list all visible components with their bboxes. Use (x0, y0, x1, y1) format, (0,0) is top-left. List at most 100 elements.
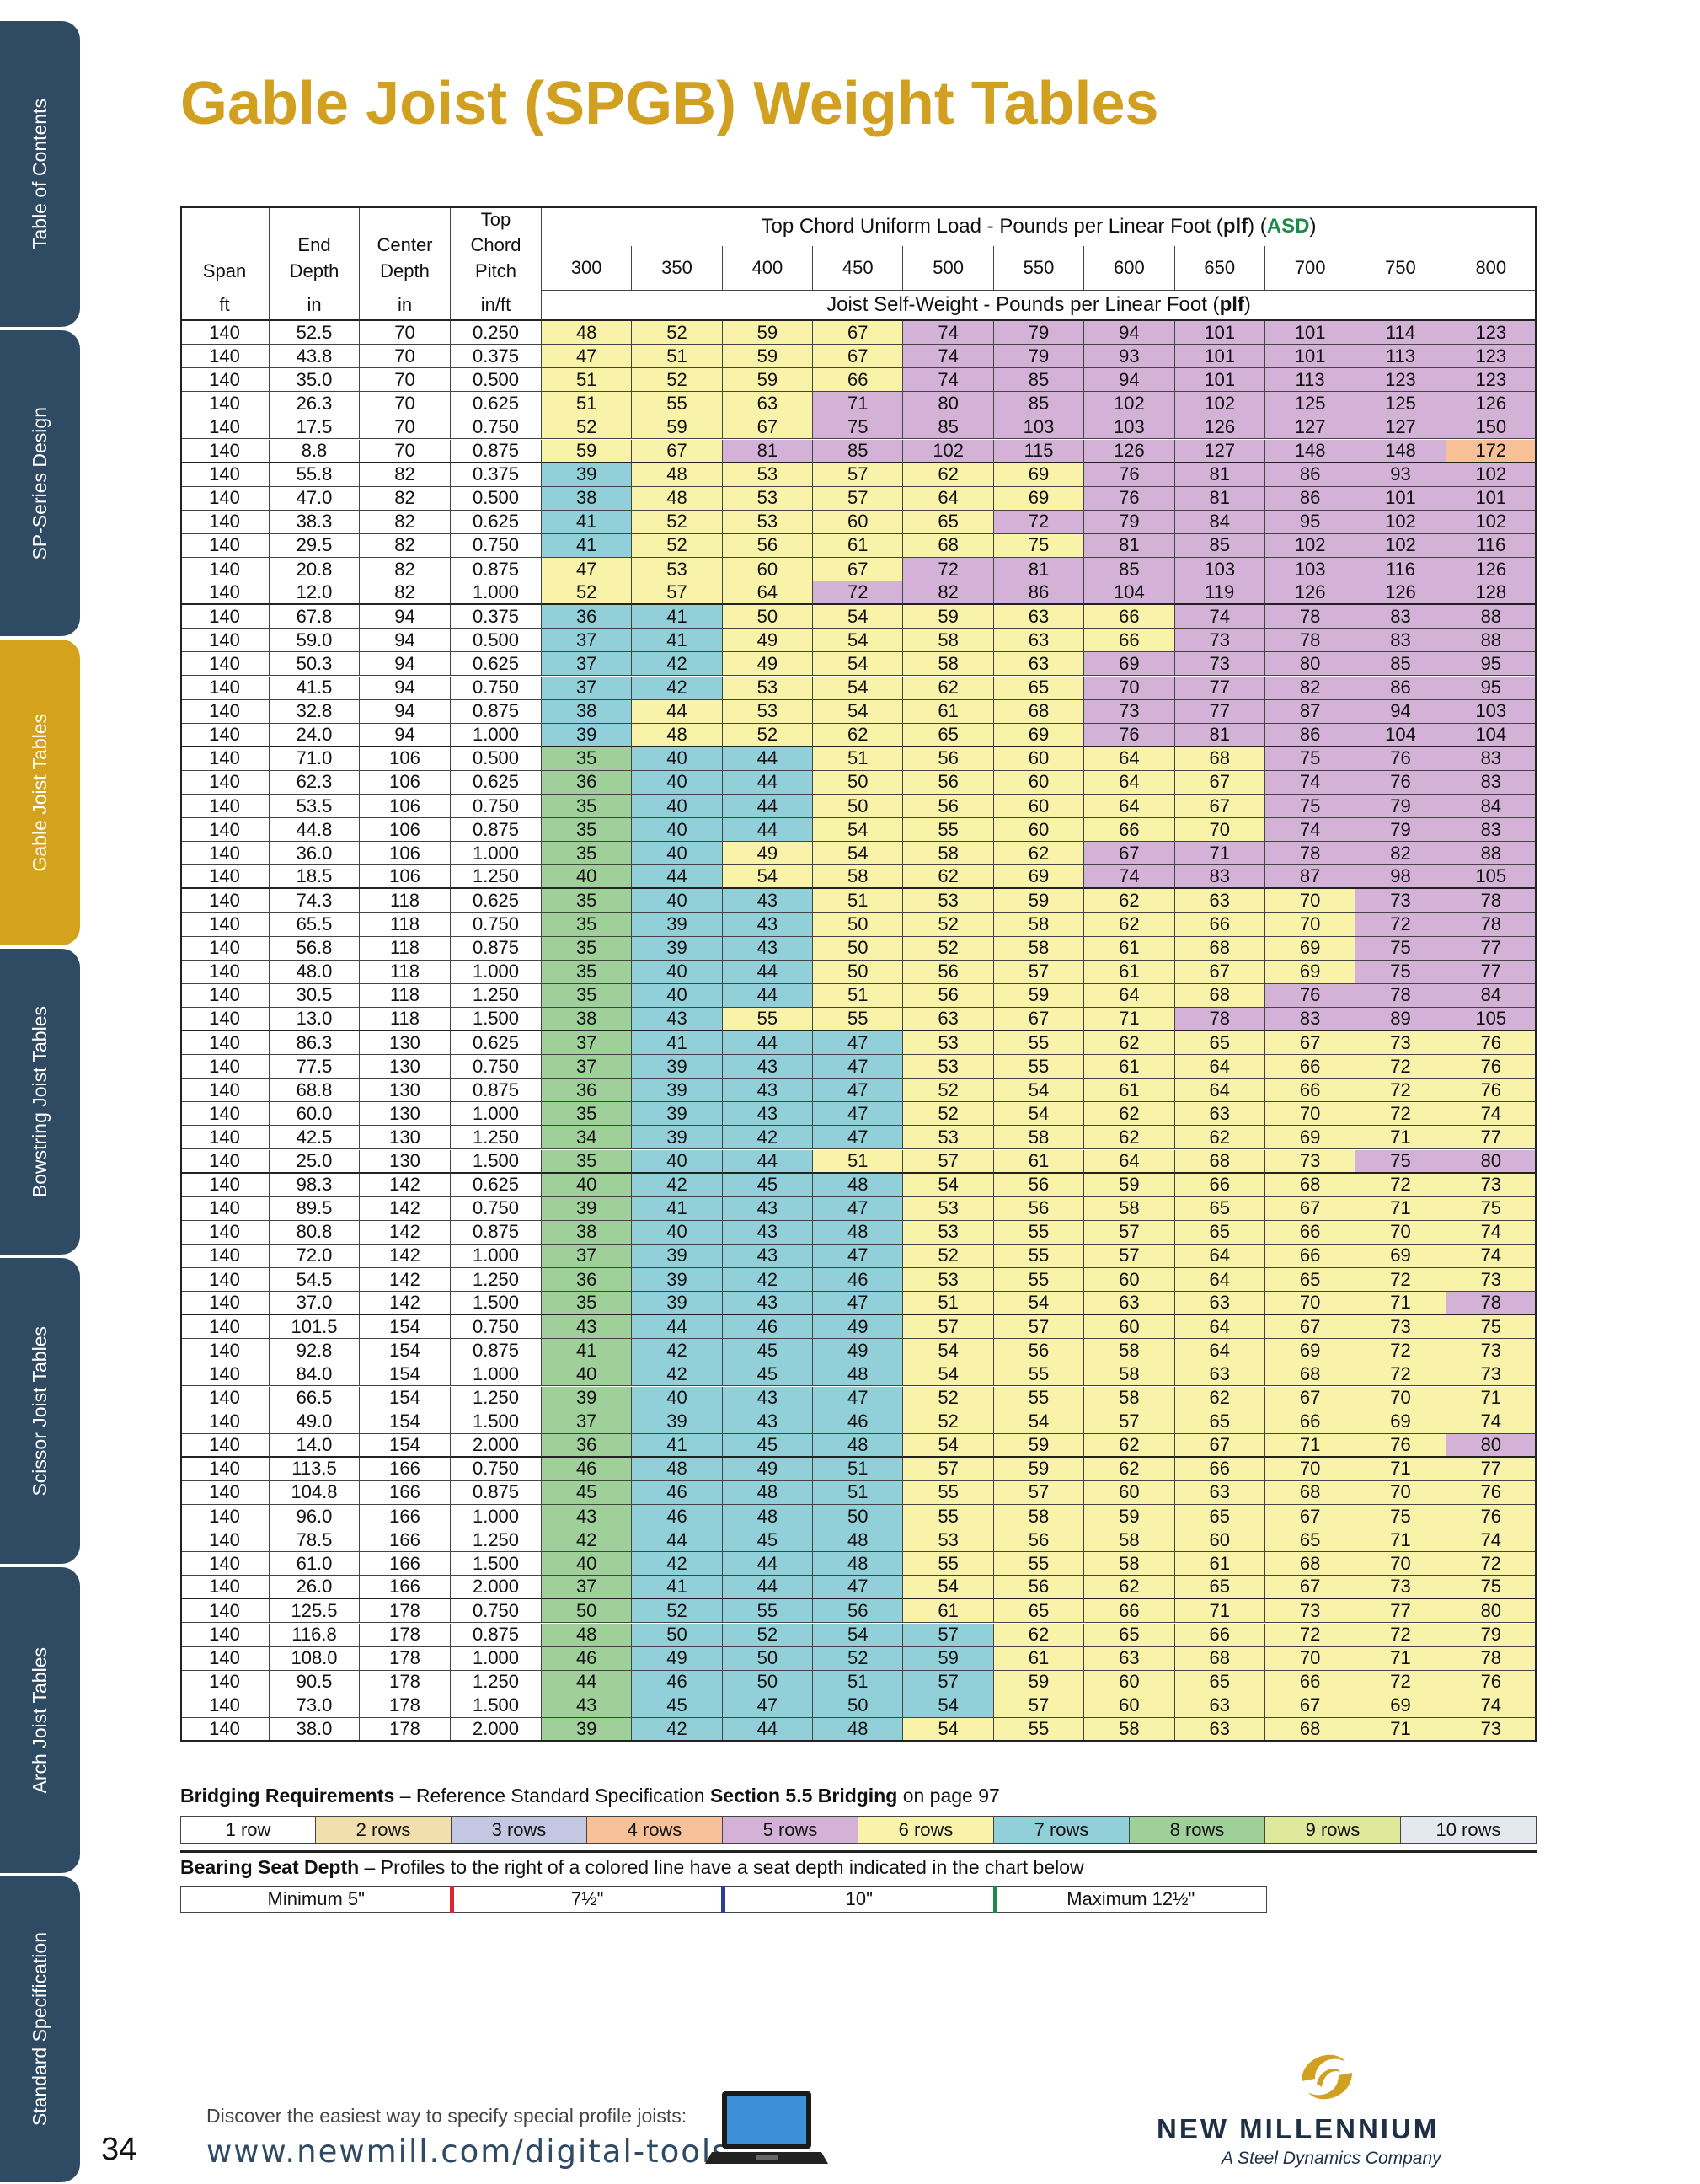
table-cell: 102 (1355, 510, 1446, 534)
table-cell: 118 (360, 913, 451, 937)
table-cell: 53 (722, 699, 814, 724)
sidebar-tab[interactable]: Table of Contents (0, 21, 80, 327)
table-cell: 39 (632, 1244, 723, 1268)
table-cell: 140 (180, 321, 270, 345)
table-cell: 43 (542, 1694, 633, 1718)
table-cell: 61 (1174, 1552, 1265, 1576)
table-cell: 73 (1084, 699, 1175, 724)
sidebar-tab[interactable]: Scissor Joist Tables (0, 1258, 80, 1564)
table-cell: 0.375 (451, 605, 542, 629)
table-cell: 140 (180, 1646, 270, 1671)
bridging-title: Bridging Requirements – Reference Standa… (180, 1785, 1000, 1807)
table-cell: 72 (1355, 913, 1446, 937)
table-cell: 0.750 (451, 1315, 542, 1340)
table-cell: 37 (542, 676, 633, 700)
load-header-value: 700 (1265, 246, 1356, 290)
table-cell: 40 (632, 889, 723, 913)
table-cell: 56 (993, 1173, 1085, 1197)
table-cell: 72 (1355, 1173, 1446, 1197)
table-cell: 35 (542, 960, 633, 984)
table-cell: 58 (1084, 1528, 1175, 1553)
table-cell: 63 (1174, 1292, 1265, 1316)
sidebar-tab[interactable]: Gable Joist Tables (0, 640, 80, 945)
table-cell: 67 (1174, 960, 1265, 984)
table-cell: 85 (903, 415, 994, 440)
table-cell: 1.250 (451, 1386, 542, 1410)
table-cell: 130 (360, 1102, 451, 1127)
table-cell: 93 (1355, 463, 1446, 487)
table-cell: 0.625 (451, 889, 542, 913)
table-cell: 66 (1264, 1079, 1356, 1103)
table-cell: 140 (180, 699, 270, 724)
table-cell: 58 (1084, 1362, 1175, 1387)
table-cell: 41 (542, 533, 633, 558)
table-cell: 123 (1446, 321, 1537, 345)
table-cell: 0.750 (451, 676, 542, 700)
table-cell: 71.0 (270, 747, 360, 771)
table-cell: 130 (360, 1126, 451, 1150)
table-cell: 48 (813, 1362, 904, 1387)
table-cell: 63 (993, 652, 1085, 677)
table-cell: 63 (1084, 1646, 1175, 1671)
table-cell: 44 (722, 818, 814, 843)
table-cell: 70 (360, 439, 451, 463)
text-run: Span (202, 260, 247, 282)
table-cell: 39 (632, 1292, 723, 1316)
table-cell: 45 (722, 1433, 814, 1458)
table-cell: 123 (1355, 368, 1446, 393)
table-cell: 52.5 (270, 321, 360, 345)
table-cell: 103 (1084, 415, 1175, 440)
table-cell: 50 (722, 605, 814, 629)
table-cell: 140 (180, 581, 270, 606)
table-cell: 66 (1264, 1055, 1356, 1079)
table-cell: 78 (1446, 913, 1537, 937)
table-cell: 41 (632, 1433, 723, 1458)
table-cell: 127 (1264, 415, 1356, 440)
text-run: Top (480, 208, 511, 230)
table-cell: 63 (1174, 1480, 1265, 1505)
unit-header: in (270, 290, 360, 321)
sidebar-tab[interactable]: SP-Series Design (0, 330, 80, 636)
table-cell: 73.0 (270, 1694, 360, 1718)
table-cell: 79 (993, 345, 1085, 369)
table-cell: 1.250 (451, 1670, 542, 1694)
sidebar-tab[interactable]: Arch Joist Tables (0, 1567, 80, 1873)
sidebar-tab[interactable]: Bowstring Joist Tables (0, 949, 80, 1255)
table-cell: 39 (542, 723, 633, 747)
table-cell: 106 (360, 865, 451, 890)
table-cell: 80 (1446, 1149, 1537, 1174)
table-cell: 0.875 (451, 1480, 542, 1505)
table-cell: 66 (1264, 1410, 1356, 1434)
table-cell: 140 (180, 723, 270, 747)
table-cell: 50 (813, 770, 904, 795)
table-cell: 47 (813, 1126, 904, 1150)
table-cell: 148 (1355, 439, 1446, 463)
table-cell: 37 (542, 1031, 633, 1056)
table-cell: 65 (1174, 1220, 1265, 1245)
table-cell: 94 (360, 605, 451, 629)
table-cell: 60 (1084, 1480, 1175, 1505)
table-cell: 73 (1264, 1599, 1356, 1624)
table-cell: 140 (180, 1268, 270, 1293)
table-cell: 38.3 (270, 510, 360, 534)
table-cell: 72 (1355, 1670, 1446, 1694)
table-cell: 83 (1355, 629, 1446, 653)
sidebar-tab[interactable]: Standard Specification (0, 1876, 80, 2182)
table-cell: 73 (1174, 629, 1265, 653)
table-cell: 51 (813, 889, 904, 913)
table-cell: 1.000 (451, 581, 542, 606)
table-cell: 75 (1446, 1576, 1537, 1600)
text-run: ) (1309, 214, 1317, 238)
table-cell: 72 (1355, 1102, 1446, 1127)
table-cell: 128 (1446, 581, 1537, 606)
table-cell: 57 (903, 1315, 994, 1340)
table-cell: 113 (1264, 368, 1356, 393)
table-cell: 44 (722, 747, 814, 771)
bearing-line-key (992, 1886, 997, 1913)
table-cell: 72 (1355, 1268, 1446, 1293)
table-cell: 53 (903, 1268, 994, 1293)
url[interactable]: www.newmill.com/digital-tools (206, 2133, 730, 2170)
table-cell: 62 (903, 463, 994, 487)
table-cell: 42 (542, 1528, 633, 1553)
table-cell: 42.5 (270, 1126, 360, 1150)
